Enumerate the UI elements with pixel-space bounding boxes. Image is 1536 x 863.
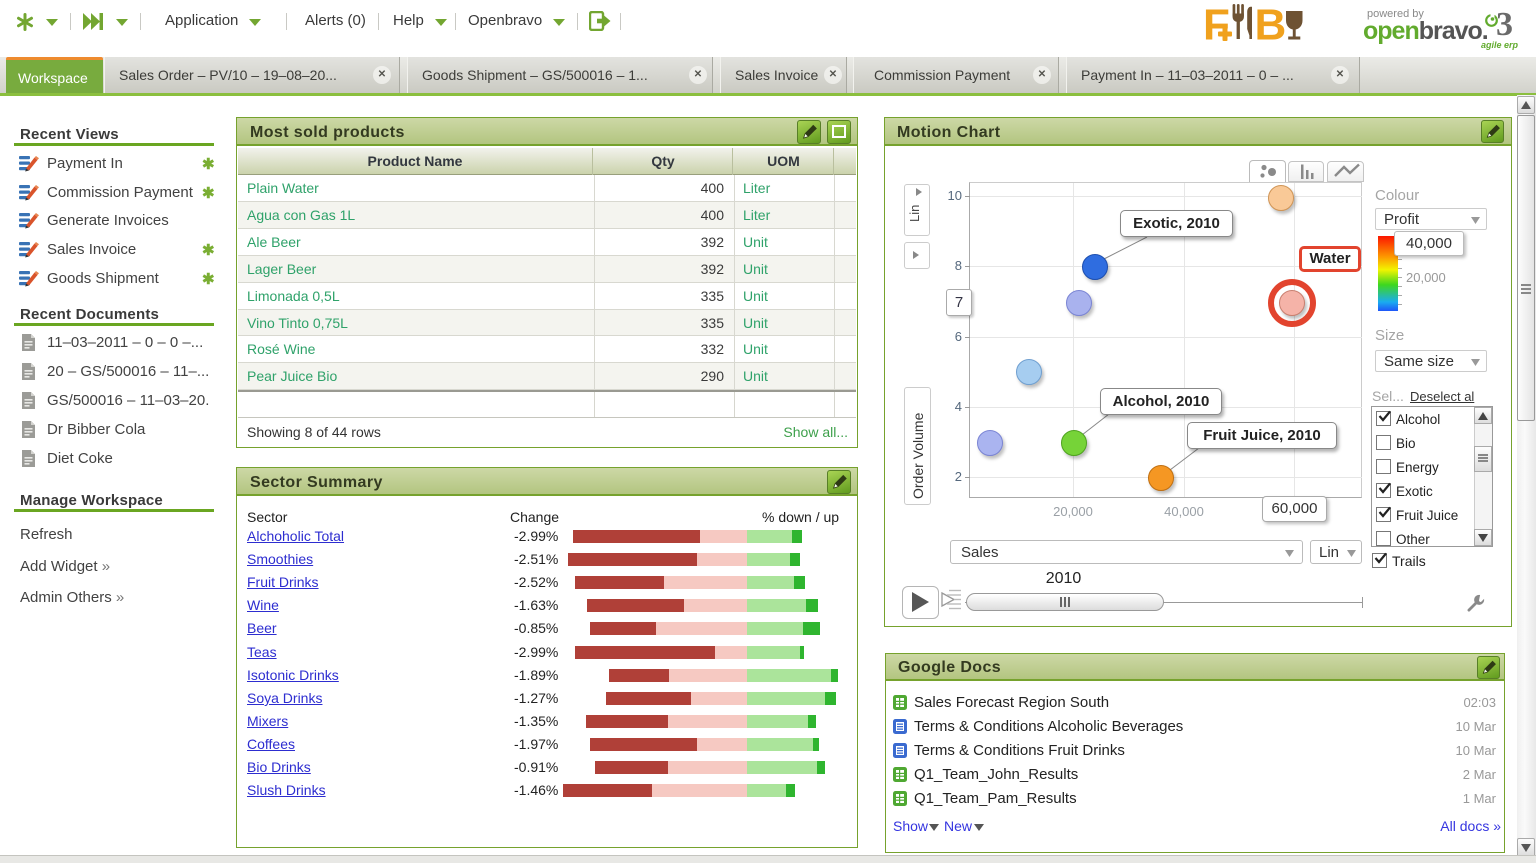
svg-text:B: B bbox=[1255, 4, 1287, 46]
